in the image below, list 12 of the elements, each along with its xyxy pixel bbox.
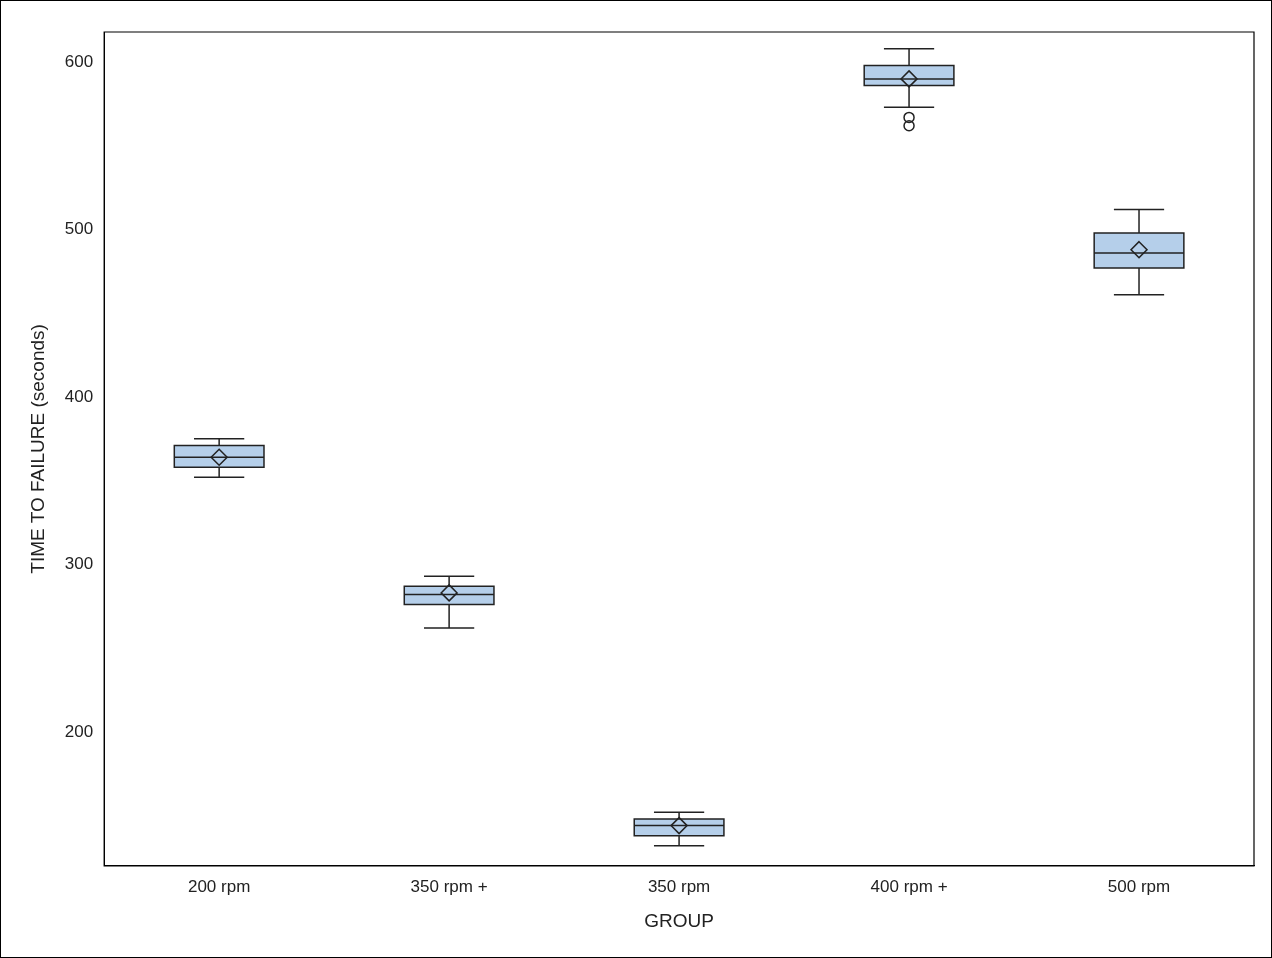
x-tick-label: 350 rpm + [410, 876, 488, 896]
y-tick-label: 500 [64, 219, 94, 239]
y-tick-label: 400 [64, 386, 94, 406]
x-tick-label: 500 rpm [1107, 876, 1171, 896]
x-tick-label: 350 rpm [647, 876, 711, 896]
y-tick-label: 600 [64, 51, 94, 71]
x-tick-label: 200 rpm [187, 876, 251, 896]
y-tick-label: 200 [64, 721, 94, 741]
y-axis-title: TIME TO FAILURE (seconds) [26, 324, 48, 574]
x-tick-label: 400 rpm + [870, 876, 948, 896]
x-axis-title: GROUP [644, 909, 714, 931]
y-tick-label: 300 [64, 554, 94, 574]
